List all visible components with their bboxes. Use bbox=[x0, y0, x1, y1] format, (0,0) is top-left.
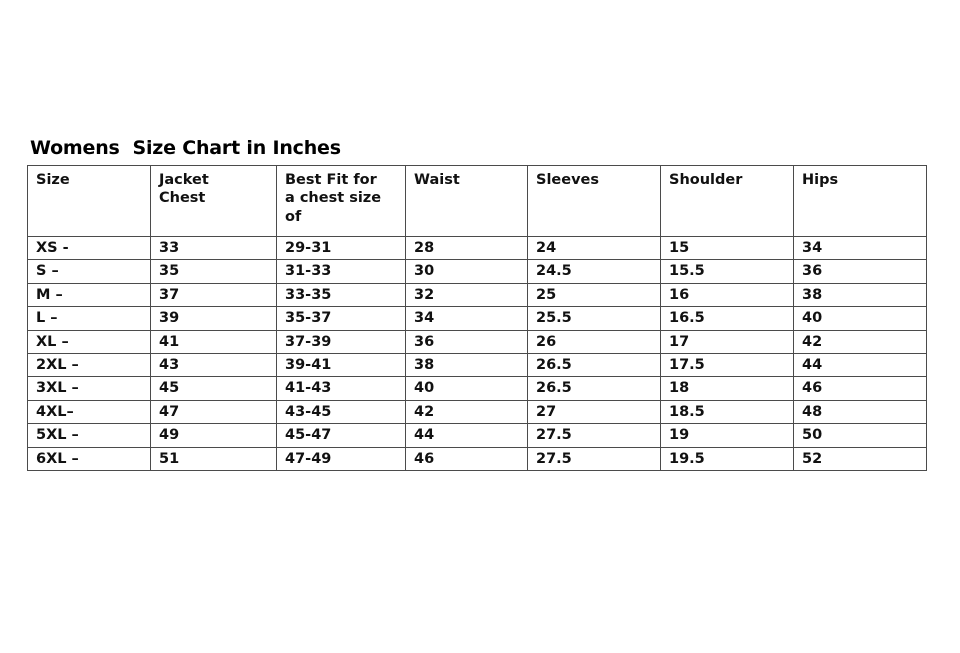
cell-best-fit: 41-43 bbox=[276, 376, 406, 401]
cell-hips: 36 bbox=[793, 259, 927, 284]
cell-shoulder: 19 bbox=[660, 423, 794, 448]
cell-waist: 42 bbox=[405, 399, 528, 425]
cell-shoulder: 19.5 bbox=[660, 446, 794, 471]
cell-jacket-chest: 39 bbox=[150, 306, 277, 331]
cell-shoulder: 16 bbox=[660, 282, 794, 308]
cell-hips: 46 bbox=[793, 376, 927, 401]
cell-shoulder: 15 bbox=[660, 235, 794, 261]
cell-best-fit: 47-49 bbox=[276, 446, 406, 471]
cell-hips: 42 bbox=[793, 329, 927, 354]
cell-shoulder: 17 bbox=[660, 329, 794, 354]
cell-size: M – bbox=[27, 282, 151, 308]
cell-sleeves: 24.5 bbox=[527, 259, 661, 284]
table-row: 2XL –43 39-41 38 26.5 17.5 44 bbox=[27, 352, 927, 378]
cell-jacket-chest: 43 bbox=[150, 352, 277, 378]
cell-hips: 38 bbox=[793, 282, 927, 308]
cell-jacket-chest: 35 bbox=[150, 259, 277, 284]
cell-jacket-chest: 33 bbox=[150, 235, 277, 261]
cell-hips: 40 bbox=[793, 306, 927, 331]
cell-hips: 50 bbox=[793, 423, 927, 448]
cell-size: XL – bbox=[27, 329, 151, 354]
cell-best-fit: 39-41 bbox=[276, 352, 406, 378]
cell-size: XS - bbox=[27, 235, 151, 261]
cell-jacket-chest: 45 bbox=[150, 376, 277, 401]
cell-waist: 44 bbox=[405, 423, 528, 448]
cell-jacket-chest: 37 bbox=[150, 282, 277, 308]
cell-jacket-chest: 41 bbox=[150, 329, 277, 354]
table-row: 5XL –49 45-47 44 27.5 19 50 bbox=[27, 423, 927, 448]
cell-hips: 48 bbox=[793, 399, 927, 425]
cell-sleeves: 27.5 bbox=[527, 446, 661, 471]
page-title: Womens Size Chart in Inches bbox=[30, 137, 341, 159]
cell-best-fit: 45-47 bbox=[276, 423, 406, 448]
cell-best-fit: 37-39 bbox=[276, 329, 406, 354]
cell-best-fit: 43-45 bbox=[276, 399, 406, 425]
cell-best-fit: 29-31 bbox=[276, 235, 406, 261]
cell-hips: 44 bbox=[793, 352, 927, 378]
column-header-size: Size bbox=[27, 164, 151, 237]
cell-waist: 32 bbox=[405, 282, 528, 308]
table-row: XL –41 37-39 36 26 17 42 bbox=[27, 329, 927, 354]
cell-size: L – bbox=[27, 306, 151, 331]
cell-hips: 52 bbox=[793, 446, 927, 471]
cell-shoulder: 18 bbox=[660, 376, 794, 401]
size-chart-table: Size Jacket Chest Best Fit for a chest s… bbox=[27, 164, 927, 471]
cell-jacket-chest: 51 bbox=[150, 446, 277, 471]
size-chart-container: Womens Size Chart in Inches Size Jacket … bbox=[27, 138, 927, 471]
cell-sleeves: 24 bbox=[527, 235, 661, 261]
cell-shoulder: 16.5 bbox=[660, 306, 794, 331]
cell-shoulder: 15.5 bbox=[660, 259, 794, 284]
cell-waist: 30 bbox=[405, 259, 528, 284]
cell-size: 5XL – bbox=[27, 423, 151, 448]
table-row: S –35 31-33 30 24.5 15.5 36 bbox=[27, 259, 927, 284]
column-header-jacket-chest: Jacket Chest bbox=[150, 164, 277, 237]
table-row: XS -33 29-31 28 24 15 34 bbox=[27, 235, 927, 261]
cell-sleeves: 26.5 bbox=[527, 376, 661, 401]
cell-shoulder: 18.5 bbox=[660, 399, 794, 425]
table-row: 4XL– 47 43-45 42 27 18.5 48 bbox=[27, 399, 927, 425]
cell-waist: 38 bbox=[405, 352, 528, 378]
cell-best-fit: 31-33 bbox=[276, 259, 406, 284]
cell-waist: 40 bbox=[405, 376, 528, 401]
column-header-best-fit: Best Fit for a chest size of bbox=[276, 164, 406, 237]
table-row: 3XL –45 41-43 40 26.5 18 46 bbox=[27, 376, 927, 401]
cell-size: S – bbox=[27, 259, 151, 284]
cell-waist: 46 bbox=[405, 446, 528, 471]
cell-hips: 34 bbox=[793, 235, 927, 261]
cell-best-fit: 35-37 bbox=[276, 306, 406, 331]
table-header-row: Size Jacket Chest Best Fit for a chest s… bbox=[27, 164, 927, 237]
cell-jacket-chest: 49 bbox=[150, 423, 277, 448]
cell-best-fit: 33-35 bbox=[276, 282, 406, 308]
cell-sleeves: 27.5 bbox=[527, 423, 661, 448]
cell-sleeves: 25 bbox=[527, 282, 661, 308]
cell-size: 4XL– bbox=[27, 399, 151, 425]
table-row: L –39 35-37 34 25.5 16.5 40 bbox=[27, 306, 927, 331]
column-header-sleeves: Sleeves bbox=[527, 164, 661, 237]
column-header-waist: Waist bbox=[405, 164, 528, 237]
cell-waist: 36 bbox=[405, 329, 528, 354]
cell-jacket-chest: 47 bbox=[150, 399, 277, 425]
column-header-shoulder: Shoulder bbox=[660, 164, 794, 237]
cell-sleeves: 26.5 bbox=[527, 352, 661, 378]
cell-waist: 28 bbox=[405, 235, 528, 261]
column-header-hips: Hips bbox=[793, 164, 927, 237]
cell-size: 3XL – bbox=[27, 376, 151, 401]
cell-waist: 34 bbox=[405, 306, 528, 331]
cell-sleeves: 25.5 bbox=[527, 306, 661, 331]
cell-shoulder: 17.5 bbox=[660, 352, 794, 378]
cell-sleeves: 26 bbox=[527, 329, 661, 354]
table-row: M –37 33-35 32 25 16 38 bbox=[27, 282, 927, 308]
cell-size: 6XL – bbox=[27, 446, 151, 471]
cell-sleeves: 27 bbox=[527, 399, 661, 425]
table-row: 6XL –51 47-49 46 27.5 19.5 52 bbox=[27, 446, 927, 471]
cell-size: 2XL – bbox=[27, 352, 151, 378]
